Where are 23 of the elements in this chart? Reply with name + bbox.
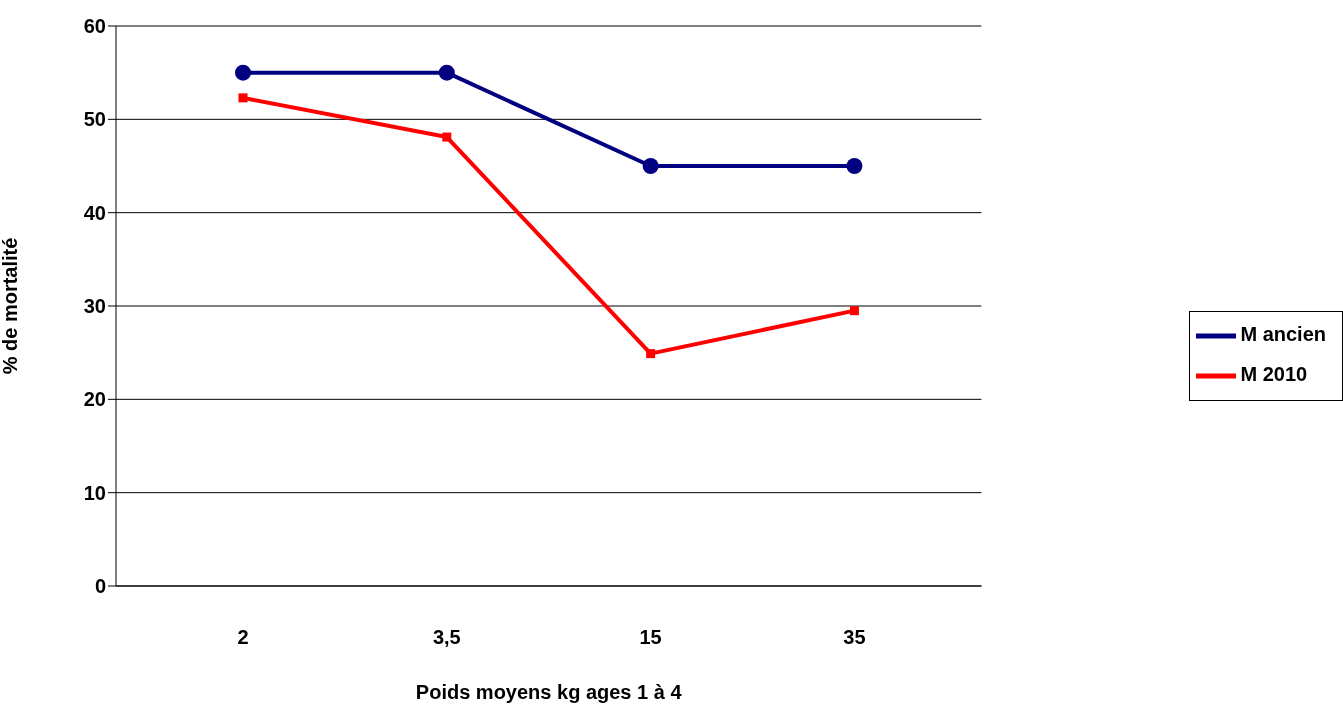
y-tick-label: 50	[83, 108, 106, 131]
point	[238, 93, 248, 103]
point	[849, 306, 859, 316]
x-tick-label: 2	[237, 626, 249, 649]
point	[846, 158, 863, 174]
legend-label: M ancien	[1240, 322, 1326, 345]
x-axis-title: Poids moyens kg ages 1 à 4	[415, 681, 683, 703]
y-tick-label: 30	[83, 295, 106, 318]
x-tick-label: 3,5	[432, 626, 461, 649]
y-tick-label: 0	[94, 575, 106, 598]
y-tick-label: 20	[83, 388, 106, 411]
y-tick-label: 10	[83, 481, 106, 504]
y-axis-title: % de mortalité	[0, 237, 22, 375]
y-tick-label: 60	[83, 15, 106, 38]
point	[646, 349, 656, 359]
x-tick-label: 15	[639, 626, 662, 649]
point	[442, 132, 452, 142]
point	[438, 64, 455, 81]
point	[642, 158, 659, 174]
point	[235, 64, 251, 81]
x-tick-label: 35	[843, 626, 866, 649]
y-tick-label: 40	[83, 201, 106, 224]
legend-label: M 2010	[1240, 362, 1308, 385]
